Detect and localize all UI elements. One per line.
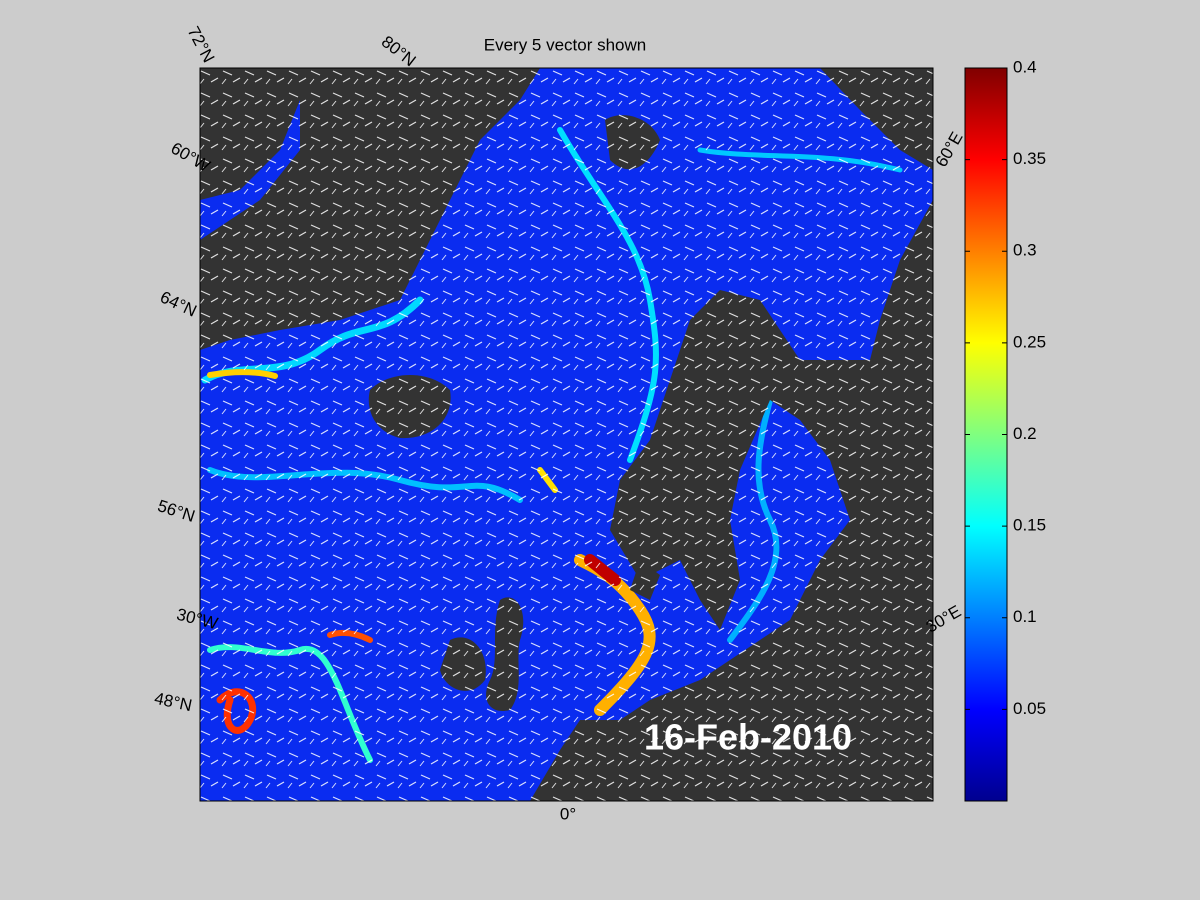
colorbar-tick-label: 0.35 bbox=[1013, 149, 1046, 168]
colorbar-tick-label: 0.2 bbox=[1013, 424, 1037, 443]
current-vectors bbox=[200, 68, 933, 801]
colorbar-tick-label: 0.4 bbox=[1013, 57, 1037, 76]
map-title: Every 5 vector shown bbox=[484, 35, 647, 54]
graticule-label: 56°N bbox=[155, 496, 197, 526]
graticule-label: 48°N bbox=[153, 689, 194, 715]
colorbar-tick-label: 0.15 bbox=[1013, 516, 1046, 535]
graticule-label: 60°E bbox=[932, 129, 967, 171]
graticule-label: 64°N bbox=[157, 287, 199, 320]
graticule-label: 72°N bbox=[184, 23, 219, 65]
colorbar-tick-label: 0.1 bbox=[1013, 607, 1037, 626]
map bbox=[200, 68, 933, 801]
map-frame bbox=[199, 67, 934, 802]
colorbar-tick-label: 0.05 bbox=[1013, 699, 1046, 718]
graticule-label: 80°N bbox=[378, 32, 420, 70]
colorbar-ticks: 0.05 0.1 0.15 0.2 0.25 0.3 0.35 0.4 bbox=[965, 57, 1046, 718]
colorbar-tick-label: 0.3 bbox=[1013, 241, 1037, 260]
date-label: 16-Feb-2010 bbox=[644, 717, 852, 758]
graticule-label: 0° bbox=[560, 804, 576, 823]
colorbar-tick-label: 0.25 bbox=[1013, 332, 1046, 351]
graticule-labels: 72°N 80°N60°W64°N56°N30°W48°N0°60°E30°E bbox=[153, 23, 967, 823]
colorbar bbox=[964, 67, 1008, 802]
